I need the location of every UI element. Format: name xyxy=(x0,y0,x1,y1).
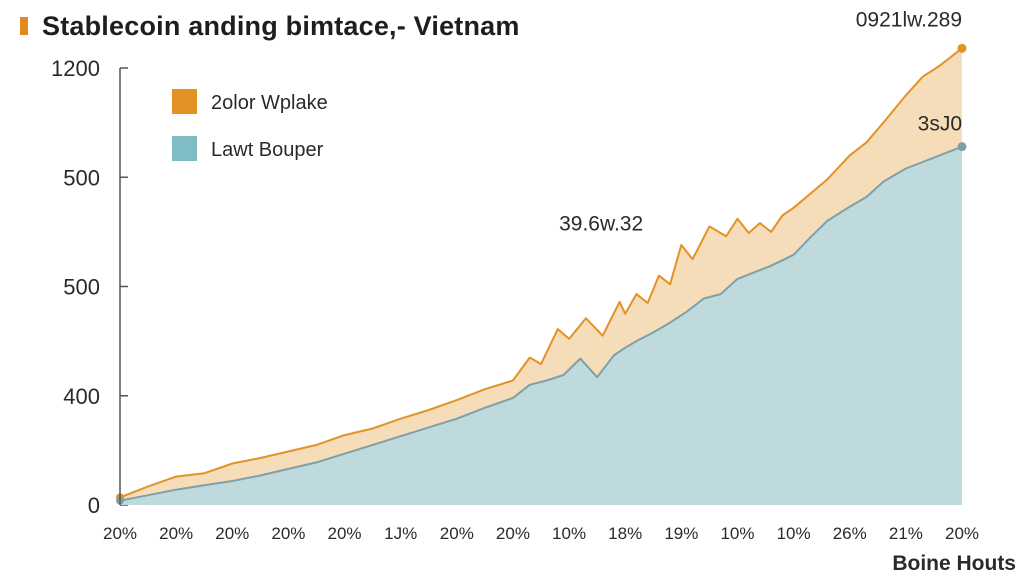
legend-swatch-orange xyxy=(172,89,197,114)
y-tick-label: 0 xyxy=(88,493,100,518)
x-tick-label: 20% xyxy=(945,524,979,543)
x-tick-label: 20% xyxy=(440,524,474,543)
x-tick-label: 26% xyxy=(833,524,867,543)
x-tick-label: 20% xyxy=(215,524,249,543)
x-tick-label: 20% xyxy=(328,524,362,543)
series-line-teal xyxy=(119,145,963,502)
x-tick-label: 20% xyxy=(496,524,530,543)
series-end-point xyxy=(957,142,967,152)
legend: 2olor Wplake Lawt Bouper xyxy=(172,89,328,161)
data-label: 3sJ0 xyxy=(918,113,962,136)
data-label: 0921lw.289 xyxy=(856,8,962,31)
legend-swatch-teal xyxy=(172,136,197,161)
x-tick-label: 18% xyxy=(608,524,642,543)
x-tick-label: 20% xyxy=(159,524,193,543)
y-tick-label: 1200 xyxy=(51,56,100,81)
x-tick-label: 20% xyxy=(271,524,305,543)
data-label: 39.6w.32 xyxy=(559,213,643,236)
x-tick-label: 21% xyxy=(889,524,923,543)
x-tick-label: 20% xyxy=(103,524,137,543)
y-tick-label: 500 xyxy=(63,165,100,190)
chart-title: Stablecoin anding bimtace,- Vietnam xyxy=(42,10,520,41)
x-axis-label: Boine Houts xyxy=(892,552,1016,575)
area-teal xyxy=(120,146,962,505)
legend-label-teal: Lawt Bouper xyxy=(211,139,324,161)
x-tick-label: 19% xyxy=(664,524,698,543)
series-line-orange xyxy=(119,47,963,499)
legend-label-orange: 2olor Wplake xyxy=(211,92,328,114)
x-tick-label: 10% xyxy=(777,524,811,543)
y-tick-label: 400 xyxy=(63,384,100,409)
x-tick-label: 1J% xyxy=(384,524,417,543)
chart-title-wrap: Stablecoin anding bimtace,- Vietnam xyxy=(20,8,520,44)
title-marker-icon xyxy=(20,17,28,35)
series-end-point xyxy=(957,43,967,53)
y-tick-label: 500 xyxy=(63,275,100,300)
x-tick-label: 10% xyxy=(552,524,586,543)
x-tick-label: 10% xyxy=(720,524,754,543)
